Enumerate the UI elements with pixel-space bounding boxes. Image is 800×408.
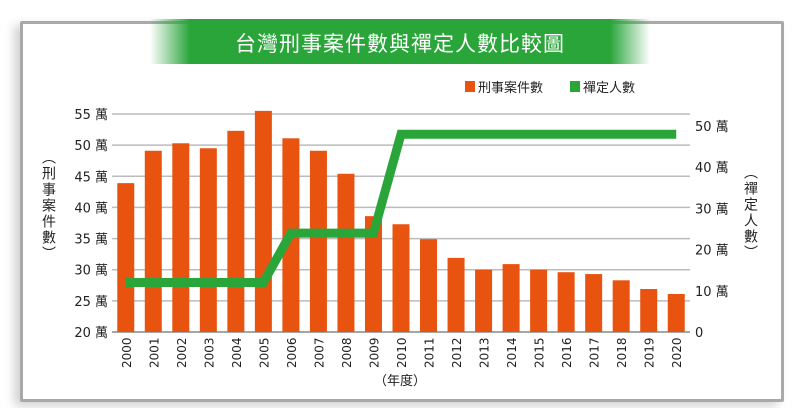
x-tick-label: 2020 xyxy=(670,337,684,368)
left-tick-label: 40 萬 xyxy=(74,201,108,216)
bar xyxy=(309,150,327,332)
bar xyxy=(337,173,355,332)
right-tick-label: 30 萬 xyxy=(695,202,729,217)
x-tick-label: 2006 xyxy=(285,337,299,368)
x-tick-label: 2012 xyxy=(450,337,464,368)
x-tick-label: 2002 xyxy=(175,337,189,368)
bar xyxy=(502,264,520,332)
x-tick-label: 2014 xyxy=(505,337,519,368)
bar xyxy=(557,272,575,332)
bar xyxy=(530,269,548,332)
x-tick-label: 2004 xyxy=(230,337,244,368)
x-tick-label: 2011 xyxy=(423,337,437,368)
x-tick-label: 2009 xyxy=(367,337,381,368)
left-tick-label: 45 萬 xyxy=(74,170,108,185)
left-tick-label: 35 萬 xyxy=(74,233,108,248)
bar xyxy=(364,216,382,332)
right-tick-label: 20 萬 xyxy=(695,244,729,259)
x-tick-label: 2010 xyxy=(395,337,409,368)
right-tick-label: 0 xyxy=(695,326,703,341)
x-tick-label: 2005 xyxy=(257,337,271,368)
legend-swatch-bar xyxy=(465,81,475,92)
bar xyxy=(172,143,190,332)
left-axis-title: （刑事案件數） xyxy=(40,150,56,262)
x-tick-label: 2003 xyxy=(202,337,216,368)
x-tick-label: 2008 xyxy=(340,337,354,368)
x-tick-label: 2017 xyxy=(588,337,602,368)
left-tick-label: 30 萬 xyxy=(74,264,108,279)
bar xyxy=(447,257,465,332)
bar xyxy=(199,148,217,332)
title-banner: 台灣刑事案件數與禪定人數比較圖 xyxy=(150,19,650,64)
left-tick-label: 25 萬 xyxy=(74,295,108,310)
left-tick-label: 50 萬 xyxy=(74,139,108,154)
x-axis-title: （年度） xyxy=(374,373,426,389)
bar xyxy=(667,294,685,332)
legend-swatch-line xyxy=(570,81,580,92)
right-tick-label: 50 萬 xyxy=(695,120,729,135)
x-tick-label: 2000 xyxy=(120,337,134,368)
right-axis-title: （禪定人數） xyxy=(742,165,758,261)
x-tick-label: 2013 xyxy=(478,337,492,368)
bar xyxy=(392,224,410,332)
x-tick-label: 2019 xyxy=(643,337,657,368)
bar xyxy=(585,274,603,332)
right-tick-label: 10 萬 xyxy=(695,285,729,300)
x-tick-label: 2015 xyxy=(533,337,547,368)
x-tick-label: 2016 xyxy=(560,337,574,368)
bar xyxy=(475,269,493,332)
chart-title: 台灣刑事案件數與禪定人數比較圖 xyxy=(235,32,565,56)
bar xyxy=(227,130,245,332)
left-tick-label: 55 萬 xyxy=(74,108,108,123)
bar xyxy=(420,239,438,332)
left-tick-label: 20 萬 xyxy=(74,326,108,341)
x-tick-label: 2018 xyxy=(615,337,629,368)
bar xyxy=(254,110,272,332)
bar xyxy=(117,183,135,332)
bar xyxy=(640,289,658,332)
right-tick-label: 40 萬 xyxy=(695,161,729,176)
legend-label-bar: 刑事案件數 xyxy=(478,81,543,96)
legend-label-line: 禪定人數 xyxy=(583,80,635,96)
x-tick-label: 2007 xyxy=(312,337,326,368)
x-tick-label: 2001 xyxy=(147,337,161,368)
bar xyxy=(612,280,630,332)
bar xyxy=(144,150,162,332)
